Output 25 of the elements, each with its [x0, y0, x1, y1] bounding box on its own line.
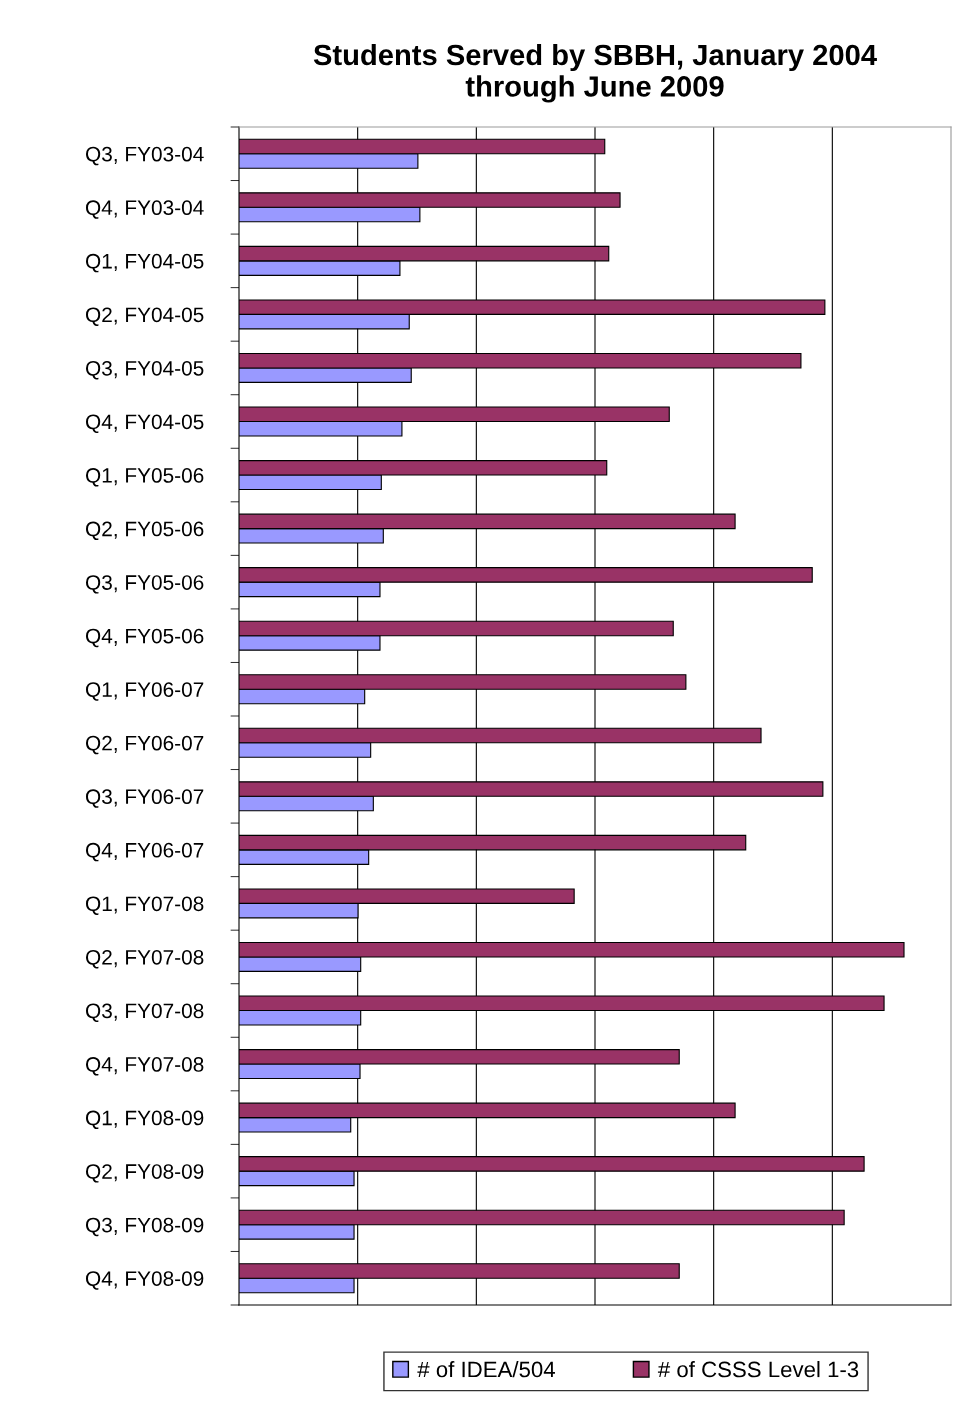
y-tick-label: Q3, FY04-05: [86, 360, 204, 380]
y-tick-label: Q4, FY05-06: [86, 628, 204, 648]
y-tick-label: Q4, FY08-09: [86, 1271, 204, 1290]
y-tick-label: Q2, FY05-06: [86, 521, 204, 541]
y-tick-label: Q1, FY08-09: [86, 1110, 204, 1130]
legend-label: # of CSSS Level 1-3: [657, 1361, 859, 1378]
y-tick-label: Q1, FY05-06: [86, 468, 204, 487]
y-tick-label: Q4, FY04-05: [86, 414, 204, 433]
y-tick-label: Q2, FY07-08: [86, 949, 204, 969]
y-tick-label: Q4, FY07-08: [86, 1057, 204, 1076]
legend-label: # of IDEA/504: [417, 1361, 555, 1378]
y-tick-label: Q1, FY04-05: [86, 253, 204, 273]
y-tick-label: Q4, FY06-07: [86, 842, 204, 862]
y-tick-label: Q3, FY08-09: [86, 1217, 204, 1237]
y-tick-label: Q1, FY06-07: [86, 682, 204, 701]
y-tick-label: Q2, FY08-09: [86, 1164, 204, 1183]
y-tick-label: Q2, FY06-07: [86, 735, 204, 755]
y-tick-label: Q3, FY06-07: [86, 789, 204, 808]
y-tick-label: Q3, FY05-06: [86, 575, 204, 594]
y-tick-label: Q3, FY07-08: [86, 1003, 204, 1022]
chart-title: Students Served by SBBH, January 2004 through June 2009: [313, 43, 877, 103]
y-tick-label: Q4, FY03-04: [86, 200, 204, 219]
y-tick-label: Q2, FY04-05: [86, 307, 204, 326]
y-tick-label: Q1, FY07-08: [86, 896, 204, 915]
y-tick-label: Q3, FY03-04: [86, 146, 204, 166]
